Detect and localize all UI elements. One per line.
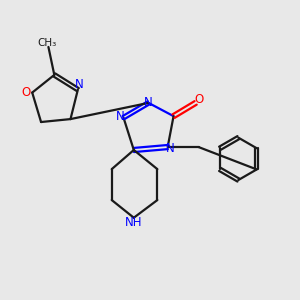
Text: O: O (194, 93, 204, 106)
Text: CH₃: CH₃ (37, 38, 57, 47)
Text: O: O (21, 86, 30, 99)
Text: N: N (144, 96, 153, 110)
Text: NH: NH (125, 216, 142, 229)
Text: N: N (75, 78, 84, 91)
Text: N: N (166, 142, 175, 155)
Text: N: N (116, 110, 125, 123)
